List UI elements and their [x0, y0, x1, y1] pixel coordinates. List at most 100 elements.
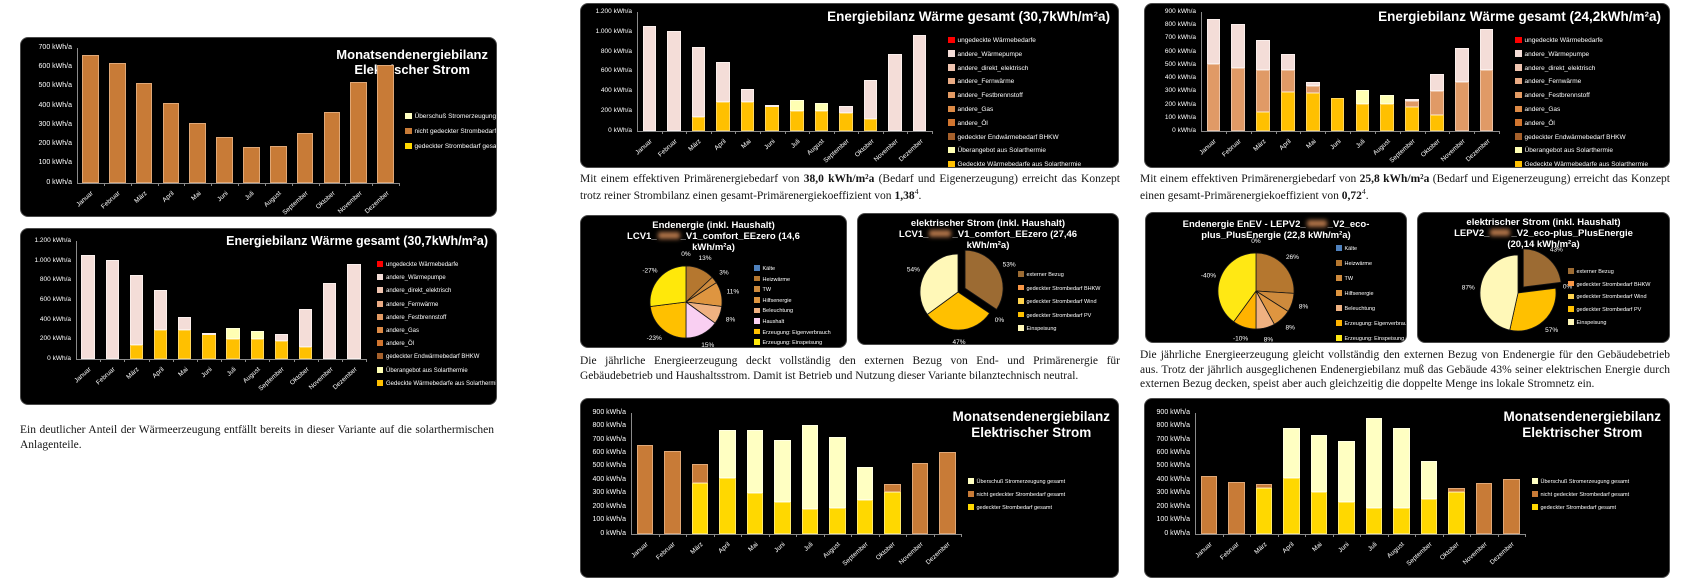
- x-axis-tick: [148, 359, 150, 362]
- bar-segment: [1393, 508, 1410, 534]
- legend-label: Erzeugung: Einspeisung: [762, 340, 823, 347]
- legend-label: Gedeckte Wärmebedarfe aus Solarthermie: [957, 161, 1082, 168]
- x-axis-tick: [291, 183, 293, 186]
- bar-segment: [1231, 23, 1246, 68]
- pie-percent-label: -23%: [647, 335, 662, 342]
- pie-percent-label: 8%: [1286, 324, 1296, 331]
- legend-label: andere_direkt_elektrisch: [957, 64, 1029, 72]
- y-axis-label: 800 kWh/a: [1164, 21, 1196, 29]
- chart-title: Monatsendenergiebilanz Elektrischer Strom: [952, 409, 1110, 440]
- y-axis-label: 500 kWh/a: [592, 462, 626, 470]
- x-axis-tick: [796, 534, 797, 537]
- y-axis-label: 800 kWh/a: [1156, 422, 1190, 430]
- bar-segment: [129, 275, 144, 346]
- x-axis-tick: [882, 131, 884, 134]
- legend-item: Beleuchtung: [1336, 305, 1375, 312]
- y-axis-line: [76, 241, 77, 359]
- legend-item: Überangebot aus Solarthermie: [948, 146, 1046, 154]
- pie-slice: [1479, 254, 1519, 331]
- legend-label: andere_direkt_elektrisch: [1524, 64, 1596, 72]
- chart-title-line: LCV1_ _V1_comfort_EEzero (14,6: [581, 231, 846, 242]
- legend-label: gedeckter Strombedarf gesamt: [1540, 505, 1617, 511]
- bar-segment: [1281, 70, 1295, 92]
- bar-segment: [1503, 478, 1520, 534]
- text-run: .: [1365, 189, 1369, 202]
- bar-segment: [667, 30, 681, 131]
- legend-item: andere_Wärmepumpe: [1515, 50, 1590, 58]
- pie-slice: [926, 291, 991, 331]
- x-axis-tick: [100, 359, 102, 362]
- bar-segment: [1380, 103, 1395, 131]
- x-axis-tick: [661, 131, 663, 134]
- x-axis-tick: [238, 183, 239, 186]
- y-axis-label: 400 kWh/a: [39, 315, 71, 323]
- bar-segment: [178, 317, 192, 330]
- x-axis-tick: [1250, 534, 1251, 537]
- legend-item: Beleuchtung: [754, 307, 793, 314]
- legend-item: gedeckter Strombedarf BHKW: [1568, 280, 1651, 288]
- y-axis-label: 700 kWh/a: [1164, 34, 1196, 42]
- legend-item: externer Bezug: [1568, 268, 1614, 275]
- pie-graphic: 0% 13% 3% 11% 8% 15% -23% -27%: [642, 251, 739, 347]
- legend-label: andere_Wärmepumpe: [957, 50, 1023, 58]
- pie-percent-label: 13%: [699, 255, 712, 262]
- legend-label: Hilfsenergie: [1344, 291, 1374, 297]
- x-axis-tick: [741, 534, 742, 537]
- legend-item: gedeckter Strombedarf Wind: [1568, 293, 1647, 300]
- y-axis-label: 500 kWh/a: [1164, 60, 1196, 68]
- legend-item: andere_Gas: [948, 105, 993, 113]
- bar-segment: [814, 102, 829, 111]
- legend-item: Überschuß Stromerzeugung gesamt: [1532, 478, 1629, 485]
- legend-swatch: [1515, 36, 1522, 44]
- bar-segment: [189, 123, 207, 183]
- bar-segment: [108, 63, 126, 183]
- legend-item: gedeckter Strombedarf BHKW: [1018, 284, 1100, 292]
- y-axis-label: 200 kWh/a: [600, 107, 632, 115]
- y-axis-label: 200 kWh/a: [38, 140, 72, 148]
- x-axis-tick: [1250, 131, 1252, 134]
- x-axis-tick: [1350, 131, 1351, 134]
- text-run: Mit einem effektiven Primärenergiebedarf…: [1140, 173, 1360, 185]
- x-axis-tick: [932, 131, 933, 134]
- x-axis-tick: [264, 183, 266, 186]
- y-axis-label: 400 kWh/a: [592, 475, 626, 483]
- bar-segment: [1405, 106, 1419, 131]
- legend-label: nicht gedeckter Strombedarf gesamt: [1540, 492, 1630, 498]
- pie-slice: [1217, 252, 1257, 323]
- legend-swatch: [1532, 504, 1538, 510]
- y-axis-label: 1.200 kWh/a: [34, 236, 72, 244]
- legend-swatch: [1568, 319, 1574, 325]
- legend-label: gedeckter Endwärmebedarf BHKW: [957, 133, 1059, 141]
- bar-segment: [691, 117, 706, 131]
- bar-segment: [202, 333, 216, 359]
- text-run: LCV1_: [627, 231, 657, 243]
- legend-label: gedeckter Strombedarf gesamt: [414, 143, 497, 150]
- chart-title-line: Energiebilanz Wärme gesamt (30,7kWh/m²a): [226, 234, 488, 248]
- chart-title-line: Energiebilanz Wärme gesamt (24,2kWh/m²a): [1378, 9, 1661, 24]
- legend-swatch: [1515, 105, 1522, 113]
- text-run: (Bedarf und Eigenerzeugung) erreicht das…: [580, 173, 1120, 202]
- legend-swatch: [948, 91, 955, 99]
- bar-segment: [1448, 492, 1465, 534]
- legend-label: TW: [762, 287, 772, 294]
- bar-segment: [1338, 501, 1355, 534]
- chart-title: Energiebilanz Wärme gesamt (30,7kWh/m²a): [827, 9, 1110, 25]
- legend-label: andere_Festbrennstoff: [957, 92, 1023, 100]
- x-axis-tick: [686, 534, 687, 537]
- bar-segment: [801, 425, 818, 510]
- legend-label: andere_Wärmepumpe: [1524, 50, 1590, 58]
- y-axis-label: 300 kWh/a: [1156, 489, 1190, 497]
- legend-item: Haushalt: [754, 318, 784, 325]
- paragraph-mid-primary-energy: Mit einem effektiven Primärenergiebedarf…: [580, 172, 1120, 203]
- x-axis-tick: [1415, 534, 1416, 537]
- bar-segment: [274, 340, 289, 359]
- x-axis-tick: [293, 359, 295, 362]
- x-axis-tick: [858, 131, 860, 134]
- chart-title-line: Endenergie EnEV - LEPV2_ _V2_eco-: [1146, 219, 1406, 230]
- legend-label: gedeckter Strombedarf BHKW: [1576, 281, 1651, 288]
- legend-swatch: [1515, 77, 1522, 85]
- y-axis-label: 900 kWh/a: [1164, 7, 1196, 15]
- legend-label: Überangebot aus Solarthermie: [386, 367, 468, 374]
- legend-item: gedeckter Strombedarf gesamt: [968, 504, 1052, 511]
